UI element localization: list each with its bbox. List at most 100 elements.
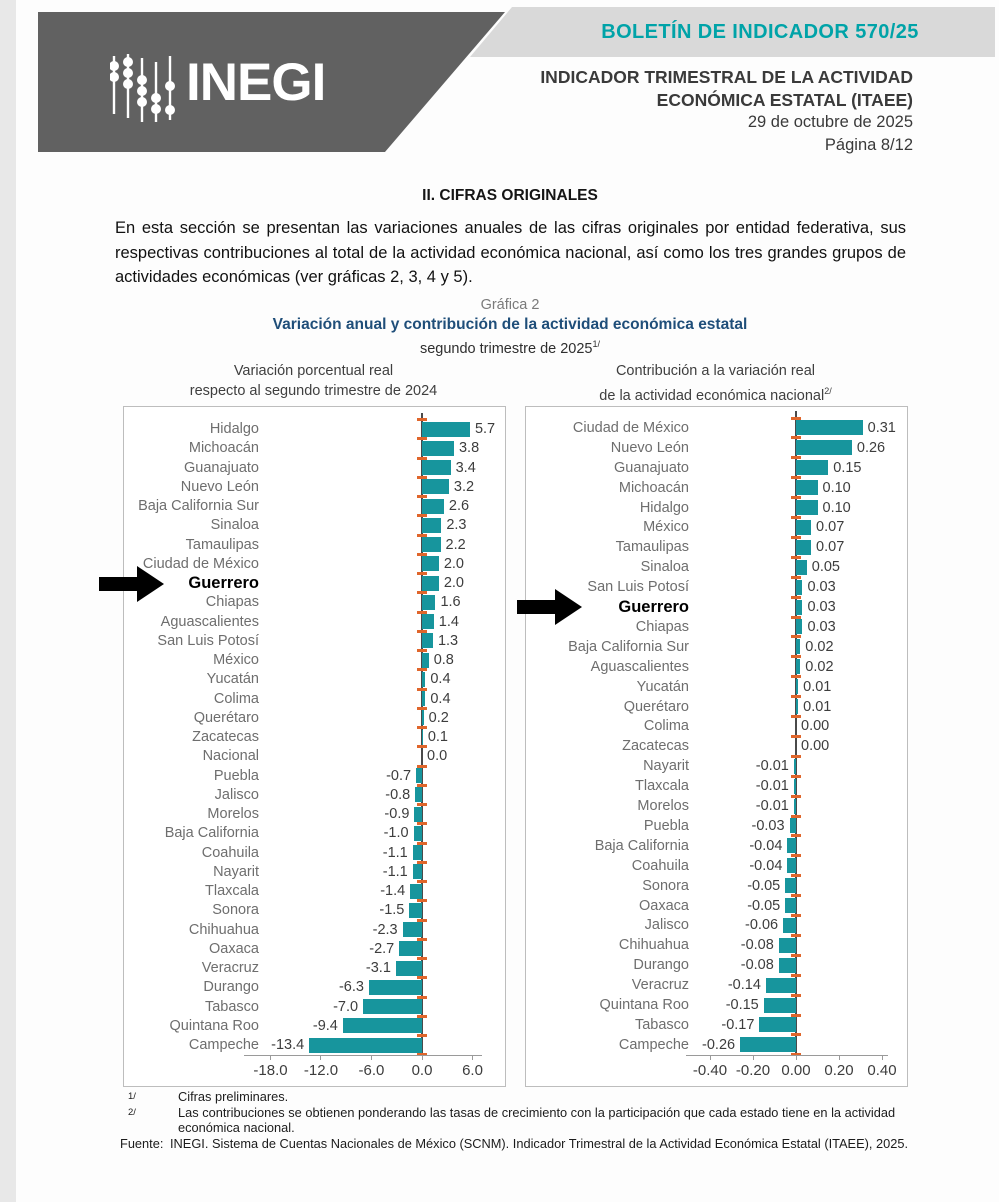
bar (422, 671, 426, 687)
bar (796, 679, 799, 695)
axis-tick-marker (417, 841, 427, 845)
value-label: -1.4 (380, 883, 406, 900)
axis-tick-marker (417, 918, 427, 922)
axis-tick-marker (417, 475, 427, 479)
axis-tick-marker (417, 976, 427, 980)
x-axis-tick (472, 1055, 473, 1060)
bar (785, 878, 796, 894)
bar (796, 480, 818, 496)
bar (422, 498, 444, 514)
category-label: Guanajuato (184, 459, 259, 476)
category-label: Campeche (618, 1036, 689, 1053)
intro-paragraph: En esta sección se presentan las variaci… (115, 219, 906, 286)
axis-tick-marker (417, 533, 427, 537)
value-label: 2.3 (446, 517, 467, 534)
axis-tick-marker (417, 629, 427, 633)
value-label: -0.17 (721, 1016, 755, 1033)
category-label: Jalisco (214, 786, 259, 803)
axis-tick-marker (417, 668, 427, 672)
inegi-logo-text: INEGI (186, 53, 326, 112)
category-label: Hidalgo (639, 499, 689, 516)
axis-tick-marker (417, 495, 427, 498)
axis-tick-marker (791, 655, 801, 659)
axis-tick-marker (791, 476, 801, 480)
footnote-2: 2/ Las contribuciones se obtienen ponder… (128, 1104, 896, 1136)
bar (740, 1037, 796, 1053)
axis-tick-marker (791, 416, 801, 420)
axis-tick-marker (417, 899, 427, 903)
value-label: 0.4 (430, 690, 451, 707)
value-label: -0.04 (749, 857, 783, 874)
value-label: 3.4 (455, 459, 476, 476)
axis-tick-marker (791, 1013, 801, 1017)
axis-tick-marker (417, 1014, 427, 1018)
axis-tick-marker (791, 874, 801, 878)
category-label: Quintana Roo (169, 1017, 259, 1034)
bar (422, 517, 442, 533)
value-label: 0.2 (428, 709, 449, 726)
value-label: -0.03 (751, 817, 785, 834)
category-label: Durango (633, 957, 689, 974)
bar (422, 460, 451, 476)
axis-tick-marker (791, 834, 801, 838)
axis-tick-marker (791, 734, 801, 738)
value-label: 2.6 (448, 498, 470, 515)
value-label: 0.15 (833, 459, 862, 476)
x-axis-tick (421, 1055, 423, 1060)
bar (796, 500, 818, 516)
x-axis-tick (269, 1055, 271, 1060)
value-label: 0.03 (807, 618, 836, 635)
value-label: -1.0 (383, 825, 409, 842)
bar (410, 883, 422, 899)
value-label: -0.05 (747, 897, 781, 914)
value-label: 0.00 (801, 738, 830, 755)
bar (395, 960, 422, 976)
bar (422, 421, 470, 437)
bar (416, 768, 422, 784)
axis-tick-marker (791, 774, 801, 778)
inegi-logo-block: INEGI (38, 12, 505, 152)
category-label: Sinaloa (210, 517, 259, 534)
value-label: 1.3 (437, 632, 459, 649)
x-axis-tick (370, 1055, 372, 1060)
category-label: México (643, 519, 689, 536)
bar (422, 575, 439, 591)
category-label: San Luis Potosí (157, 632, 259, 649)
source-line: Fuente: INEGI. Sistema de Cuentas Nacion… (120, 1136, 910, 1152)
value-label: -0.01 (755, 798, 789, 815)
value-label: -1.1 (382, 844, 408, 861)
category-label: Sonora (212, 902, 259, 919)
contribution-chart: Ciudad de México 0.31 Nuevo León 0.26 Guanaj… (525, 406, 908, 1087)
axis-tick-marker (417, 649, 427, 652)
value-label: -1.1 (382, 863, 408, 880)
value-label: 0.01 (803, 698, 832, 715)
value-label: -2.3 (372, 921, 398, 938)
bar (796, 460, 829, 476)
value-label: 0.0 (427, 748, 448, 765)
document-date: 29 de octubre de 2025 (747, 113, 913, 131)
value-label: 0.1 (427, 729, 448, 746)
bar (796, 559, 807, 575)
axis-tick-marker (791, 754, 801, 758)
category-label: Coahuila (631, 857, 689, 874)
axis-tick-marker (417, 995, 427, 999)
bar (422, 594, 436, 610)
bar (422, 537, 441, 553)
value-label: 1.4 (438, 613, 459, 630)
x-axis-tick-label: 0.0 (411, 1062, 433, 1079)
bar (796, 659, 801, 675)
axis-tick-marker (791, 933, 801, 937)
axis-tick-marker (791, 456, 801, 460)
category-label: Nacional (202, 748, 259, 765)
category-label: Yucatán (636, 678, 689, 695)
axis-tick-marker (791, 894, 801, 898)
footnote-2-marker: 2/ (128, 1106, 136, 1118)
bar (422, 729, 423, 745)
category-label: San Luis Potosí (587, 579, 689, 596)
category-label: Michoacán (188, 440, 259, 457)
category-label: Ciudad de México (142, 555, 259, 572)
bar (412, 845, 422, 861)
axis-tick-marker (417, 783, 427, 787)
section-heading: II. CIFRAS ORIGINALES (422, 187, 598, 204)
category-label: Guanajuato (614, 459, 689, 476)
